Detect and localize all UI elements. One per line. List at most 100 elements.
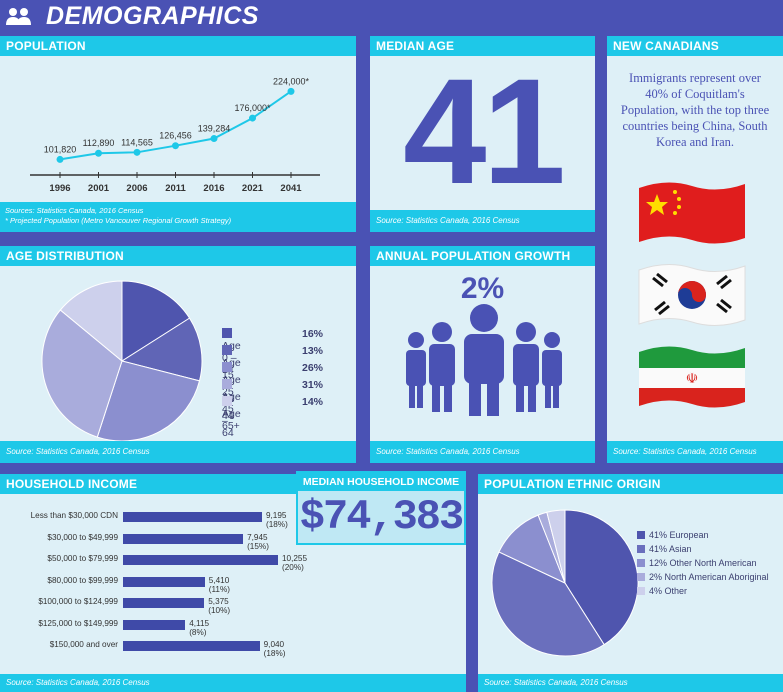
page-title: DEMOGRAPHICS bbox=[46, 2, 259, 30]
income-bar bbox=[123, 533, 244, 544]
legend-swatch bbox=[222, 345, 232, 355]
income-bar-label: $80,000 to $99,999 bbox=[47, 575, 118, 585]
legend-swatch bbox=[222, 379, 232, 389]
population-point bbox=[56, 155, 64, 163]
household-income-source: Source: Statistics Canada, 2016 Census bbox=[0, 674, 466, 692]
population-value-label: 101,820 bbox=[44, 144, 77, 154]
age-pie-slice bbox=[59, 280, 123, 363]
new-canadians-title: NEW CANADIANS bbox=[607, 36, 783, 56]
income-bar-value: 9,040 (18%) bbox=[263, 640, 286, 658]
income-bar bbox=[123, 641, 260, 651]
population-line bbox=[59, 90, 292, 161]
annual-growth-value: 2% bbox=[460, 272, 505, 305]
new-canadians-text: Immigrants represent over 40% of Coquitl… bbox=[620, 71, 770, 149]
header-icon bbox=[4, 6, 34, 26]
ethnic-legend-item: 4% Other bbox=[637, 586, 687, 596]
population-value-label: 139,284 bbox=[198, 124, 231, 134]
age-pie-slice bbox=[121, 280, 191, 362]
age-pie-chart bbox=[41, 280, 203, 442]
ethnic-legend-label: 2% North American Aboriginal bbox=[649, 572, 769, 582]
income-bar-label: Less than $30,000 CDN bbox=[30, 511, 118, 520]
china-flag-icon bbox=[639, 182, 745, 244]
annual-growth-panel: ANNUAL POPULATION GROWTH 2% Source: Stat… bbox=[370, 246, 595, 463]
ethnic-legend-item: 41% European bbox=[637, 530, 709, 540]
income-bar-label: $150,000 and over bbox=[49, 640, 118, 649]
age-legend-pct: 26% bbox=[302, 362, 324, 374]
age-legend-pct: 14% bbox=[302, 396, 324, 408]
age-pie-slice bbox=[120, 317, 203, 382]
median-age-source: Source: Statistics Canada, 2016 Census bbox=[370, 210, 595, 232]
new-canadians-panel: NEW CANADIANS Immigrants represent over … bbox=[607, 36, 783, 463]
ethnic-legend-label: 41% Asian bbox=[649, 544, 692, 554]
age-pie-slice bbox=[96, 360, 201, 442]
population-year-label: 2021 bbox=[242, 183, 264, 194]
population-point bbox=[210, 135, 218, 143]
population-title: POPULATION bbox=[0, 36, 356, 56]
income-bar bbox=[123, 512, 262, 522]
income-bar bbox=[123, 619, 186, 630]
population-source-line2: * Projected Population (Metro Vancouver … bbox=[5, 216, 232, 225]
population-value-label: 112,890 bbox=[83, 138, 115, 148]
income-bar-label: $125,000 to $149,999 bbox=[38, 618, 118, 628]
ethnic-origin-title: POPULATION ETHNIC ORIGIN bbox=[478, 474, 783, 494]
ethnic-pie-slice bbox=[491, 551, 605, 657]
median-age-panel: MEDIAN AGE 41 Source: Statistics Canada,… bbox=[370, 36, 595, 232]
population-year-label: 2016 bbox=[203, 183, 224, 194]
age-legend-item: Age 65+ 14% bbox=[222, 396, 323, 432]
median-age-title: MEDIAN AGE bbox=[370, 36, 595, 56]
population-point bbox=[287, 87, 295, 95]
income-bar-value: 5,375 (10%) bbox=[208, 597, 231, 615]
population-point bbox=[95, 149, 102, 157]
age-legend-pct: 31% bbox=[302, 379, 324, 391]
ethnic-legend-label: 41% European bbox=[649, 530, 709, 540]
income-bar bbox=[123, 576, 205, 587]
population-panel: POPULATION 101,820 1996 112,890 2001 114,565… bbox=[0, 36, 356, 232]
income-bar bbox=[123, 555, 278, 565]
household-income-panel: HOUSEHOLD INCOME Less than $30,000 CDN 9,… bbox=[0, 474, 466, 692]
ethnic-legend-item: 41% Asian bbox=[637, 544, 692, 554]
legend-swatch bbox=[222, 362, 232, 372]
income-bar-value: 7,945 (15%) bbox=[247, 532, 269, 551]
ethnic-pie-slice bbox=[546, 509, 566, 584]
income-bar-label: $30,000 to $49,999 bbox=[47, 532, 118, 542]
population-point bbox=[249, 114, 256, 122]
legend-swatch bbox=[637, 587, 645, 595]
ethnic-legend-label: 4% Other bbox=[649, 586, 688, 596]
south-korea-flag-icon bbox=[638, 264, 746, 326]
legend-swatch bbox=[637, 559, 645, 567]
annual-growth-title: ANNUAL POPULATION GROWTH bbox=[370, 246, 595, 266]
population-value-label: 126,456 bbox=[159, 131, 192, 141]
annual-growth-source: Source: Statistics Canada, 2016 Census bbox=[370, 441, 595, 463]
population-source: Sources: Statistics Canada, 2016 Census … bbox=[0, 202, 356, 232]
age-distribution-panel: AGE DISTRIBUTION Source: Statistics Cana… bbox=[0, 246, 356, 463]
income-bar-value: 10,255 (20%) bbox=[282, 554, 308, 572]
svg-text:☫: ☫ bbox=[686, 371, 699, 387]
ethnic-legend-item: 12% Other North American bbox=[637, 558, 757, 568]
legend-swatch bbox=[222, 328, 232, 338]
population-value-label: 224,000* bbox=[273, 76, 310, 86]
iran-flag-icon: ☫ bbox=[639, 346, 745, 408]
income-bar-label: $100,000 to $124,999 bbox=[38, 597, 118, 606]
income-bar-label: $50,000 to $79,999 bbox=[47, 554, 118, 563]
population-value-label: 176,000* bbox=[234, 103, 271, 113]
new-canadians-source: Source: Statistics Canada, 2016 Census bbox=[607, 441, 783, 463]
population-point bbox=[133, 148, 141, 156]
income-bar-value: 9,195 (18%) bbox=[265, 511, 288, 529]
median-income-box: MEDIAN HOUSEHOLD INCOME $74,383 bbox=[296, 471, 466, 545]
population-year-label: 2011 bbox=[165, 183, 186, 194]
age-distribution-title: AGE DISTRIBUTION bbox=[0, 246, 356, 266]
income-bar bbox=[123, 598, 205, 608]
people-group-icon bbox=[406, 304, 562, 416]
age-distribution-source: Source: Statistics Canada, 2016 Census bbox=[0, 441, 356, 463]
income-bar-value: 4,115 (8%) bbox=[189, 618, 210, 637]
age-legend-pct: 13% bbox=[302, 345, 324, 357]
legend-swatch bbox=[637, 531, 645, 539]
ethnic-legend-label: 12% Other North American bbox=[649, 558, 757, 568]
population-chart: 101,820 1996 112,890 2001 114,565 2006 126,456… bbox=[30, 76, 320, 194]
income-bar-value: 5,410 (11%) bbox=[208, 575, 230, 594]
median-income-title: MEDIAN HOUSEHOLD INCOME bbox=[298, 473, 464, 491]
legend-swatch bbox=[637, 573, 645, 581]
population-value-label: 114,565 bbox=[121, 137, 153, 147]
ethnic-legend-item: 2% North American Aboriginal bbox=[637, 572, 769, 582]
legend-swatch bbox=[637, 545, 645, 553]
